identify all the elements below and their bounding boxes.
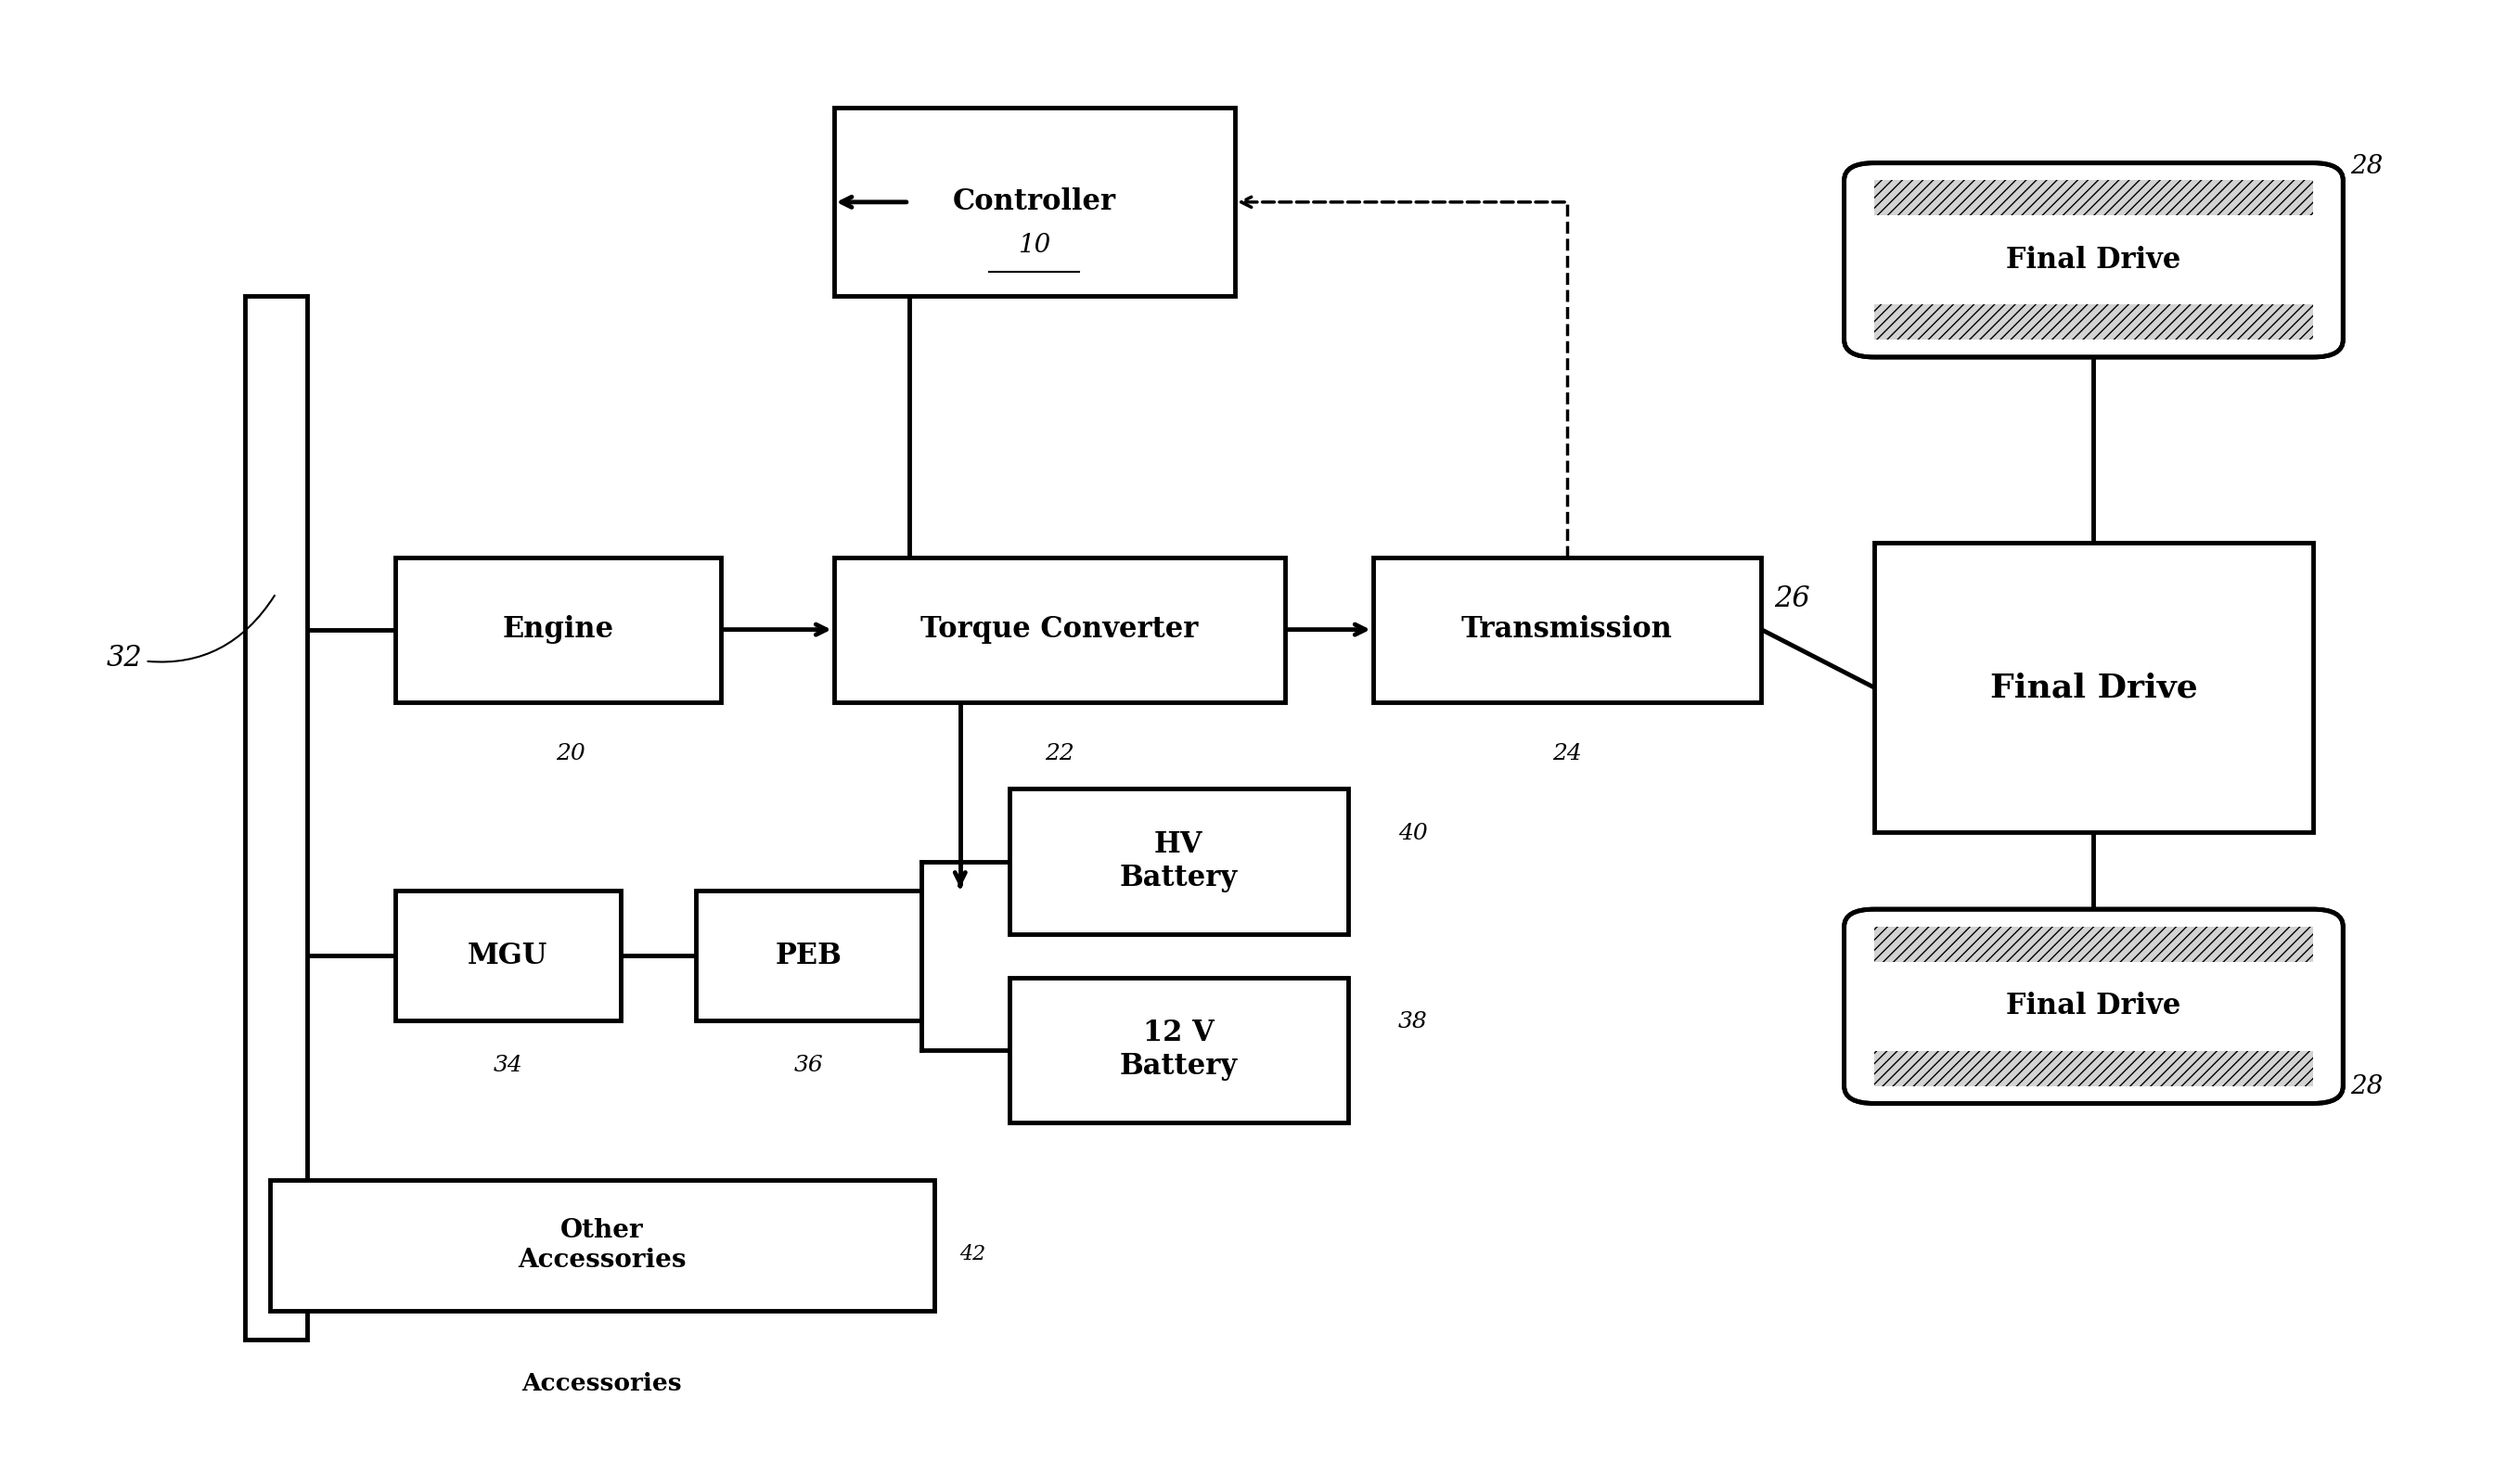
Text: MGU: MGU (469, 942, 547, 969)
Text: 26: 26 (1774, 585, 1809, 613)
Bar (1875, 542, 2313, 832)
Bar (834, 557, 1285, 702)
Text: PEB: PEB (776, 942, 842, 969)
Text: 10: 10 (1018, 232, 1051, 259)
Text: Accessories: Accessories (522, 1371, 683, 1395)
Text: 28: 28 (2351, 1073, 2384, 1099)
Bar (1875, 1051, 2313, 1086)
Bar (696, 890, 922, 1020)
Bar (396, 557, 721, 702)
Text: Final Drive: Final Drive (2006, 991, 2180, 1020)
Bar (1011, 789, 1348, 934)
Bar (244, 297, 307, 1339)
FancyBboxPatch shape (1845, 162, 2344, 357)
Bar (1875, 304, 2313, 339)
Bar (1875, 180, 2313, 215)
Text: Engine: Engine (501, 616, 615, 643)
Bar (1373, 557, 1761, 702)
Bar (270, 1180, 935, 1310)
Text: Final Drive: Final Drive (1991, 671, 2197, 703)
Bar (1875, 927, 2313, 962)
Text: 32: 32 (106, 595, 275, 673)
Text: Transmission: Transmission (1462, 616, 1673, 643)
Text: 36: 36 (794, 1056, 824, 1076)
Bar (834, 108, 1235, 297)
Text: 42: 42 (960, 1244, 985, 1265)
Text: 20: 20 (557, 743, 585, 765)
Text: 38: 38 (1399, 1012, 1426, 1032)
Text: 34: 34 (494, 1056, 522, 1076)
Text: 40: 40 (1399, 823, 1426, 845)
Text: HV
Battery: HV Battery (1119, 830, 1237, 892)
Text: 12 V
Battery: 12 V Battery (1119, 1019, 1237, 1080)
Text: Other
Accessories: Other Accessories (517, 1218, 685, 1272)
FancyBboxPatch shape (1845, 909, 2344, 1104)
Text: Torque Converter: Torque Converter (920, 616, 1200, 643)
Text: 22: 22 (1046, 743, 1074, 765)
Text: 24: 24 (1552, 743, 1583, 765)
Text: Final Drive: Final Drive (2006, 246, 2180, 275)
Text: Controller: Controller (953, 187, 1116, 216)
Bar (1011, 978, 1348, 1123)
Text: 28: 28 (2351, 154, 2384, 178)
Bar (396, 890, 620, 1020)
